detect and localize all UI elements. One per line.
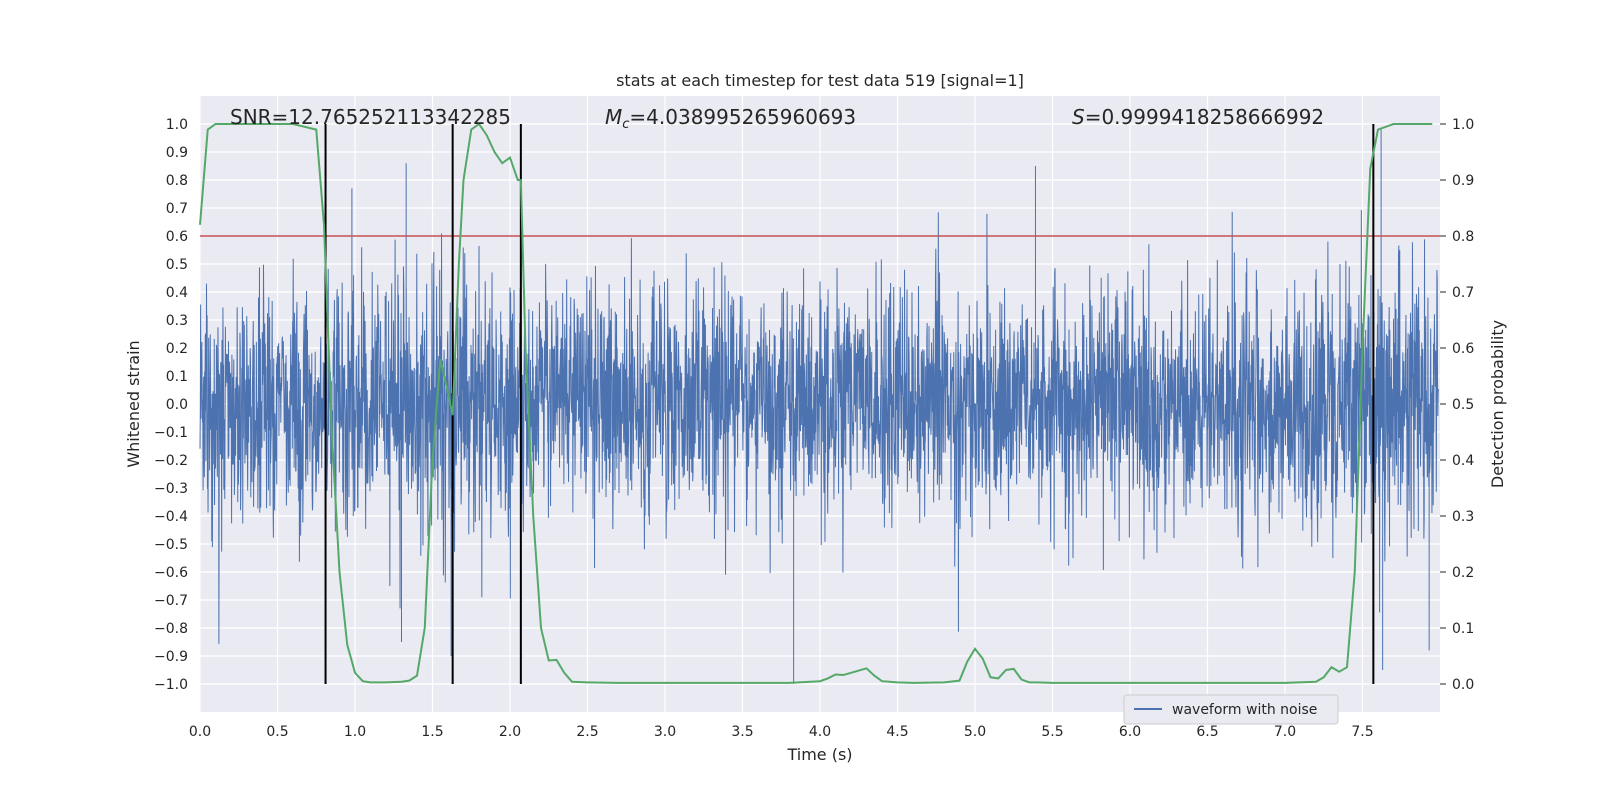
- x-tick-label: 1.5: [421, 724, 443, 740]
- y-left-tick-label: 0.6: [166, 229, 188, 245]
- y-axis-right-label: Detection probability: [1488, 320, 1507, 488]
- y-axis-right-ticks: 1.0 0.9 0.8 0.7 0.6 0.5 0.4 0.3 0.2 0.1 0.0: [1440, 117, 1474, 693]
- s-value: =0.9999418258666992: [1085, 105, 1324, 129]
- y-left-tick-label: 0.7: [166, 201, 188, 217]
- y-right-tick-label: 0.7: [1452, 285, 1474, 301]
- y-axis-left-label: Whitened strain: [124, 340, 143, 467]
- y-left-tick-label: 1.0: [166, 117, 188, 133]
- s-annotation: S=0.9999418258666992: [1072, 105, 1324, 129]
- x-tick-label: 3.5: [731, 724, 753, 740]
- y-left-tick-label: −0.8: [154, 621, 188, 637]
- y-left-tick-label: 0.0: [166, 397, 188, 413]
- y-left-tick-label: 0.9: [166, 145, 188, 161]
- x-tick-label: 3.0: [654, 724, 676, 740]
- y-right-tick-label: 0.9: [1452, 173, 1474, 189]
- y-left-tick-label: −1.0: [154, 677, 188, 693]
- snr-annotation: SNR=12.765252113342285: [230, 105, 511, 129]
- y-left-tick-label: −0.3: [154, 481, 188, 497]
- x-tick-label: 2.0: [499, 724, 521, 740]
- legend: waveform with noise: [1123, 694, 1339, 725]
- x-axis-label: Time (s): [786, 745, 852, 764]
- x-tick-label: 7.5: [1351, 724, 1373, 740]
- x-tick-label: 2.5: [576, 724, 598, 740]
- y-left-tick-label: −0.7: [154, 593, 188, 609]
- y-right-tick-label: 0.4: [1452, 453, 1474, 469]
- y-right-tick-label: 1.0: [1452, 117, 1474, 133]
- x-tick-label: 1.0: [344, 724, 366, 740]
- y-right-tick-label: 0.1: [1452, 621, 1474, 637]
- y-right-tick-label: 0.5: [1452, 397, 1474, 413]
- x-tick-label: 6.5: [1196, 724, 1218, 740]
- x-axis-ticks: 0.0 0.5 1.0 1.5 2.0 2.5 3.0 3.5 4.0 4.5 5.0 5.5 6.0 6…: [189, 724, 1374, 740]
- y-left-tick-label: −0.2: [154, 453, 188, 469]
- y-left-tick-label: −0.4: [154, 509, 188, 525]
- y-left-tick-label: 0.2: [166, 341, 188, 357]
- y-right-tick-label: 0.8: [1452, 229, 1474, 245]
- y-left-tick-label: −0.9: [154, 649, 188, 665]
- mc-symbol: M: [605, 105, 622, 129]
- y-left-tick-label: −0.1: [154, 425, 188, 441]
- y-axis-left-ticks: 1.0 0.9 0.8 0.7 0.6 0.5 0.4 0.3 0.2 0.1 0.0 −0.1 −0.…: [154, 117, 188, 693]
- y-left-tick-label: 0.8: [166, 173, 188, 189]
- y-right-tick-label: 0.0: [1452, 677, 1474, 693]
- waveform-series: [199, 129, 1439, 684]
- y-left-tick-label: −0.5: [154, 537, 188, 553]
- legend-box: [1123, 694, 1339, 725]
- probability-series: [199, 122, 1433, 684]
- y-left-tick-label: −0.6: [154, 565, 188, 581]
- chart-title: stats at each timestep for test data 519…: [616, 71, 1024, 90]
- x-tick-label: 5.0: [964, 724, 986, 740]
- y-left-tick-label: 0.1: [166, 369, 188, 385]
- s-symbol: S: [1072, 105, 1085, 129]
- mc-value: =4.038995265960693: [629, 105, 856, 129]
- y-left-tick-label: 0.5: [166, 257, 188, 273]
- y-right-tick-label: 0.6: [1452, 341, 1474, 357]
- y-right-tick-label: 0.3: [1452, 509, 1474, 525]
- mc-annotation: Mc=4.038995265960693: [605, 105, 856, 132]
- y-left-tick-label: 0.3: [166, 313, 188, 329]
- mc-subscript: c: [622, 117, 629, 132]
- x-tick-label: 4.0: [809, 724, 831, 740]
- x-tick-label: 6.0: [1119, 724, 1141, 740]
- x-tick-label: 0.0: [189, 724, 211, 740]
- legend-waveform-label: waveform with noise: [1172, 702, 1317, 718]
- x-tick-label: 0.5: [266, 724, 288, 740]
- x-tick-label: 7.0: [1274, 724, 1296, 740]
- x-tick-label: 5.5: [1041, 724, 1063, 740]
- x-tick-label: 4.5: [886, 724, 908, 740]
- y-right-tick-label: 0.2: [1452, 565, 1474, 581]
- y-left-tick-label: 0.4: [166, 285, 188, 301]
